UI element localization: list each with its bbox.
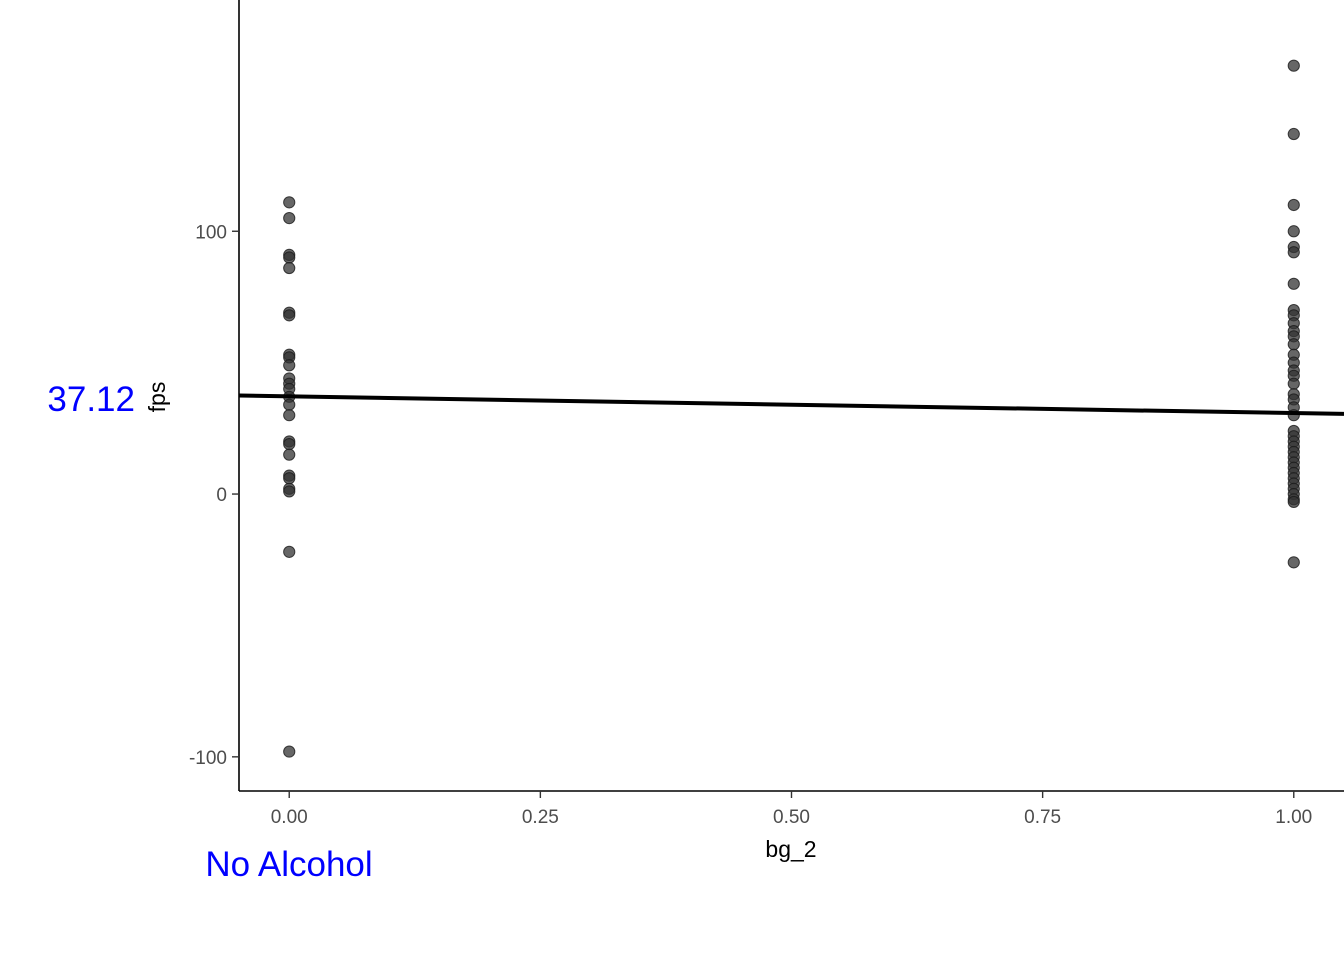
y-ticks: 100 0 -100 — [189, 222, 239, 769]
x-tick-label: 0.25 — [522, 807, 559, 828]
data-point — [1287, 59, 1300, 72]
x-tick-label: 0.75 — [1024, 807, 1061, 828]
intercept-annotation: 37.12 — [47, 380, 135, 419]
regression-line-layer — [238, 393, 1344, 416]
data-point — [283, 448, 296, 461]
y-tick-label: -100 — [189, 748, 227, 769]
data-point — [283, 212, 296, 225]
data-point — [1287, 127, 1300, 141]
data-point — [283, 745, 296, 758]
data-point — [283, 438, 296, 451]
data-point — [283, 251, 296, 264]
data-point — [283, 359, 296, 372]
x-axis-title: bg_2 — [765, 836, 816, 862]
data-point — [1287, 377, 1300, 390]
x-tick-label: 0.50 — [773, 807, 810, 828]
data-point — [1287, 246, 1300, 259]
data-point — [283, 472, 296, 485]
data-point — [283, 196, 296, 209]
x-tick-label: 0.00 — [271, 807, 308, 828]
regression-line — [238, 393, 1344, 416]
data-point — [283, 409, 296, 422]
data-point — [283, 398, 296, 411]
axes — [238, 0, 1344, 792]
data-point — [283, 485, 296, 498]
x-tick-label: 1.00 — [1275, 807, 1312, 828]
data-point — [283, 261, 296, 275]
x0-annotation: No Alcohol — [205, 845, 372, 884]
data-point — [1287, 198, 1300, 212]
data-point — [1287, 556, 1300, 569]
y-tick-label: 100 — [195, 222, 227, 243]
data-point — [1287, 338, 1300, 351]
y-tick-label: 0 — [216, 485, 227, 506]
data-point — [283, 545, 296, 558]
y-axis-title: fps — [144, 382, 170, 413]
data-point — [283, 309, 296, 322]
x-ticks: 0.00 0.25 0.50 0.75 1.00 — [271, 791, 1312, 828]
data-point — [1287, 225, 1300, 238]
data-point — [1287, 277, 1300, 290]
data-point — [1287, 495, 1300, 509]
